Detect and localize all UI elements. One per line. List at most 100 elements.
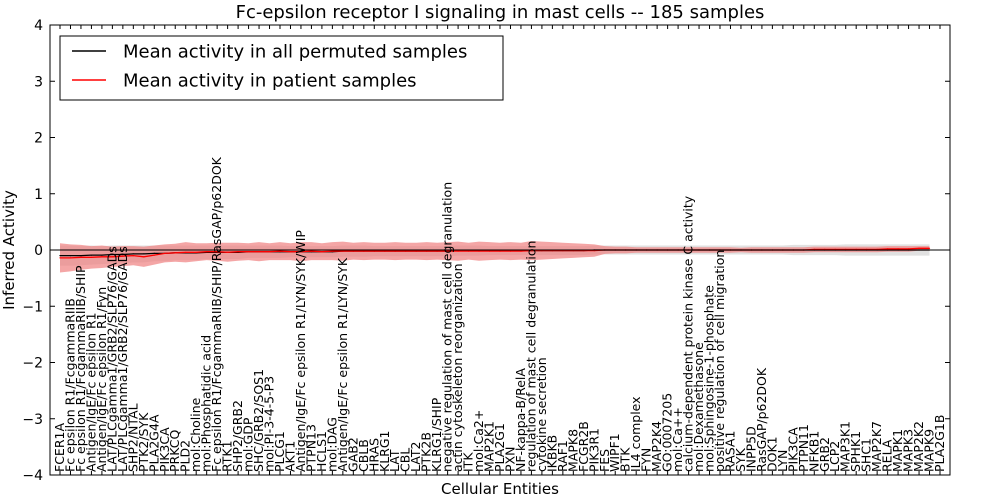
y-tick-label: −3 — [22, 412, 43, 428]
legend-frame — [59, 35, 504, 101]
x-tick-label: RTK1 — [220, 440, 235, 472]
data-point-patient — [300, 251, 302, 253]
x-tick-label: mol:DAG — [324, 417, 339, 472]
x-tick-label: KLRG1 — [377, 431, 392, 473]
x-tick-label: SYK — [733, 447, 748, 472]
data-point-patient — [918, 247, 920, 249]
x-tick-label: MAPK1 — [890, 429, 905, 472]
x-tick-label: mol:Ca++ — [670, 407, 685, 472]
x-tick-label: SHP2/NTAL — [125, 403, 140, 472]
data-point-patient — [80, 256, 82, 258]
data-point-patient — [488, 250, 491, 252]
data-point-permuted — [69, 255, 72, 257]
y-tick-label: −4 — [22, 468, 43, 484]
x-tick-label: MAP2K1 — [482, 421, 497, 472]
legend: Mean activity in all permuted samples Me… — [59, 35, 504, 101]
data-point-patient — [101, 256, 103, 258]
x-tick-label: calcium-dependent protein kinase C activ… — [681, 195, 696, 472]
x-tick-label: MAP2K2 — [911, 421, 926, 472]
plot-area-frame — [49, 24, 951, 476]
x-tick-label: RAF1 — [555, 440, 570, 472]
data-point-patient — [248, 251, 250, 253]
x-tick-label: SHC1 — [859, 438, 874, 472]
x-tick-label: mol:GDP — [241, 417, 256, 472]
x-tick-label: mol:Phosphatidic acid — [199, 335, 214, 472]
data-point-permuted — [111, 253, 113, 256]
data-point-patient — [59, 257, 61, 259]
x-tick-label: MAP2K7 — [869, 421, 884, 472]
x-tick-label: ITK — [461, 452, 476, 472]
x-tick-label: PLA2G1 — [492, 423, 507, 472]
x-tick-label: RELA — [880, 439, 895, 472]
data-point-patient — [279, 250, 281, 252]
data-point-patient — [384, 250, 386, 252]
x-tick-label: GRB2 — [817, 437, 832, 472]
data-point-patient — [185, 251, 187, 253]
data-point-patient — [468, 250, 470, 252]
x-tick-label: FCER1A — [52, 423, 67, 472]
x-tick-label: PIK3CA — [157, 427, 172, 472]
x-tick-label: NF-kappa-B/RelA — [513, 368, 528, 472]
y-tick-label: 0 — [34, 243, 43, 259]
data-point-patient — [153, 254, 155, 256]
x-tick-label: actin cytoskeleton reorganization — [450, 263, 465, 472]
x-tick-label: CBL — [398, 448, 413, 472]
y-tick-label: 4 — [34, 18, 43, 34]
x-tick-label: positive regulation of cell migration — [712, 250, 727, 472]
x-tick-label: PLCG1 — [272, 431, 287, 472]
x-tick-label: INPP5D — [743, 426, 758, 472]
data-point-patient — [122, 255, 124, 257]
data-point-patient — [331, 250, 333, 252]
x-axis-label: Cellular Entities — [441, 480, 559, 498]
data-point-patient — [426, 250, 428, 252]
data-point-patient — [69, 257, 72, 259]
y-tick-label: −2 — [22, 356, 43, 372]
chart-title: Fc-epsilon receptor I signaling in mast … — [236, 2, 765, 23]
x-tick-label: GAB2 — [345, 437, 360, 472]
data-point-patient — [111, 256, 113, 258]
x-tick-label: PLA2G1B — [932, 414, 947, 472]
data-point-patient — [321, 251, 323, 253]
x-tick-label: FYN — [639, 448, 654, 472]
data-point-patient — [174, 252, 176, 254]
x-tick-label: KLRG1/SHIP — [429, 397, 444, 472]
x-tick-label: PTK2B — [419, 432, 434, 472]
y-tick-label: 1 — [34, 187, 43, 203]
x-tick-label: PIK3R1 — [586, 428, 601, 472]
x-tick-label: LAT/PLCgamma1/GRB2/SLP76/GADs — [104, 246, 119, 472]
legend-label-permuted: Mean activity in all permuted samples — [123, 42, 467, 63]
x-tick-label: Antigen/IgE/Fc epsilon R1/Fyn — [94, 287, 109, 472]
x-tick-label: PTPN13 — [303, 424, 318, 472]
data-point-patient — [478, 250, 480, 252]
confidence-bands — [60, 241, 930, 273]
data-point-patient — [509, 250, 512, 252]
x-tick-label: PLD2 — [178, 440, 193, 472]
data-point-permuted — [143, 253, 145, 255]
data-point-patient — [237, 251, 239, 253]
data-point-patient — [499, 250, 501, 252]
data-point-permuted — [132, 253, 134, 255]
x-tick-label: PIK3CA — [785, 427, 800, 472]
x-tick-label: SHC/GRB2/SOS1 — [251, 369, 266, 472]
data-point-patient — [405, 250, 407, 252]
x-tick-label: PXN — [503, 447, 518, 472]
x-tick-label: regulation of mast cell degranulation — [523, 241, 538, 472]
x-tick-label: MAP3K1 — [838, 421, 853, 472]
x-tick-label: PRKCQ — [167, 430, 182, 472]
x-tick-label: WIPF1 — [607, 433, 622, 472]
data-point-permuted — [101, 254, 103, 256]
data-point-patient — [352, 250, 354, 252]
x-tick-label: NFKB1 — [806, 431, 821, 472]
data-point-permuted — [80, 255, 82, 257]
data-point-patient — [195, 251, 197, 253]
data-point-patient — [928, 247, 931, 249]
x-tick-label: mol:Ca2+ — [471, 410, 486, 472]
x-tick-label: HRAS — [366, 438, 381, 472]
band-patient — [60, 241, 930, 273]
data-point-patient — [342, 250, 344, 252]
x-tick-label: GO:0007205 — [660, 393, 675, 472]
x-tick-label: negative regulation of mast cell degranu… — [440, 182, 455, 472]
x-tick-label: AKT1 — [283, 441, 298, 472]
x-tick-label: Fc epsilon R1/FcgammaRIIB/SHIP — [73, 265, 88, 472]
data-point-patient — [289, 251, 292, 253]
